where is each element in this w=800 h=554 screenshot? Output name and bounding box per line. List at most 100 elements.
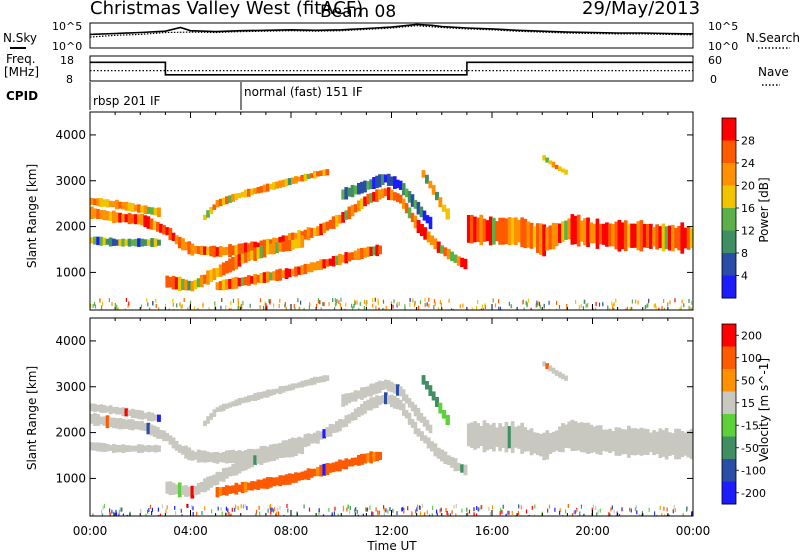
scatter-cell xyxy=(153,444,158,453)
scatter-cell xyxy=(592,223,597,244)
speckle-cell xyxy=(109,508,111,513)
speckle-cell xyxy=(242,301,244,305)
speckle-cell xyxy=(531,505,533,510)
scatter-cell xyxy=(134,445,138,452)
scatter-cell xyxy=(338,419,342,432)
scatter-cell xyxy=(446,248,451,260)
scatter-cell xyxy=(234,399,239,407)
scatter-cell xyxy=(218,452,223,463)
scatter-cell xyxy=(627,425,631,458)
scatter-cell xyxy=(384,188,388,197)
scatter-cell xyxy=(237,450,242,462)
speckle-cell xyxy=(404,307,406,310)
scatter-cell xyxy=(309,262,314,273)
scatter-cell xyxy=(683,432,688,456)
nsky-tick-bottom: 10^0 xyxy=(52,40,82,53)
scatter-cell xyxy=(453,458,458,472)
scatter-cell xyxy=(495,221,499,242)
scatter-cell xyxy=(378,189,382,200)
scatter-cell xyxy=(240,277,245,286)
scatter-cell xyxy=(143,412,148,419)
speckle-cell xyxy=(332,298,334,302)
scatter-cell xyxy=(422,210,427,221)
scatter-cell xyxy=(278,180,283,188)
scatter-cell xyxy=(667,225,672,251)
speckle-cell xyxy=(398,301,400,306)
scatter-cell xyxy=(231,245,235,256)
speckle-cell xyxy=(237,298,239,303)
scatter-cell xyxy=(416,428,421,437)
speckle-cell xyxy=(432,505,434,510)
scatter-cell xyxy=(215,407,220,413)
speckle-cell xyxy=(175,511,177,515)
power-panel: 1000 2000 3000 4000 Slant Range [km] 4 8 12 16… xyxy=(25,111,771,311)
speckle-cell xyxy=(371,511,373,516)
scatter-cell xyxy=(456,462,461,471)
colorbar-segment xyxy=(722,369,736,392)
speckle-cell xyxy=(433,305,435,310)
speckle-cell xyxy=(640,514,642,516)
scatter-cell xyxy=(221,247,226,256)
speckle-cell xyxy=(221,298,223,302)
scatter-cell xyxy=(595,218,600,249)
scatter-cell xyxy=(387,187,391,200)
speckle-cell xyxy=(119,507,121,512)
speckle-cell xyxy=(165,509,167,514)
scatter-cell xyxy=(360,198,364,209)
speckle-cell xyxy=(117,307,119,310)
scatter-cell xyxy=(551,367,556,374)
scatter-cell xyxy=(369,397,373,411)
scatter-cell xyxy=(325,375,330,381)
scatter-cell xyxy=(387,173,391,186)
scatter-cell xyxy=(655,224,659,250)
speckle-cell xyxy=(637,300,639,305)
speckle-cell xyxy=(492,298,494,303)
scatter-cell xyxy=(413,421,418,435)
speckle-cell xyxy=(455,503,457,508)
scatter-cell xyxy=(96,209,100,219)
nsearch-tick-bottom: 10^0 xyxy=(708,40,738,53)
speckle-cell xyxy=(187,307,189,310)
speckle-cell xyxy=(382,299,385,304)
speckle-cell xyxy=(451,510,453,515)
scatter-cell xyxy=(124,239,129,246)
speckle-cell xyxy=(101,305,103,310)
scatter-cell xyxy=(193,279,198,290)
scatter-cell xyxy=(313,170,317,179)
scatter-cell xyxy=(212,452,217,463)
speckle-cell xyxy=(113,511,115,516)
speckle-cell xyxy=(477,300,479,304)
speckle-cell xyxy=(173,308,175,310)
speckle-cell xyxy=(385,508,387,513)
y-tick-label: 3000 xyxy=(55,174,86,188)
scatter-cell xyxy=(215,487,220,498)
scatter-cell xyxy=(548,160,553,165)
scatter-cell xyxy=(253,247,257,261)
speckle-cell xyxy=(424,297,426,302)
scatter-cell xyxy=(402,389,406,402)
scatter-cell xyxy=(243,252,248,263)
scatter-cell xyxy=(456,256,461,266)
scatter-cell xyxy=(221,262,226,276)
scatter-cell xyxy=(485,423,490,451)
speckle-cell xyxy=(498,299,500,304)
scatter-cell xyxy=(225,279,229,290)
scatter-cell xyxy=(313,227,317,237)
scatter-cell xyxy=(259,391,264,399)
scatter-cell xyxy=(250,455,254,468)
scatter-cell xyxy=(171,275,176,290)
scatter-cell xyxy=(322,375,327,383)
scatter-cell xyxy=(90,206,94,220)
scatter-cell xyxy=(146,445,151,453)
scatter-cell xyxy=(366,453,370,463)
scatter-cell xyxy=(671,224,675,252)
scatter-cell xyxy=(542,432,546,461)
scatter-cell xyxy=(256,187,261,194)
speckle-cell xyxy=(518,504,520,509)
scatter-cell xyxy=(218,198,223,207)
speckle-cell xyxy=(598,302,601,307)
speckle-cell xyxy=(204,506,206,511)
speckle-cell xyxy=(484,303,486,308)
speckle-cell xyxy=(147,509,149,514)
scatter-cell xyxy=(328,424,333,437)
